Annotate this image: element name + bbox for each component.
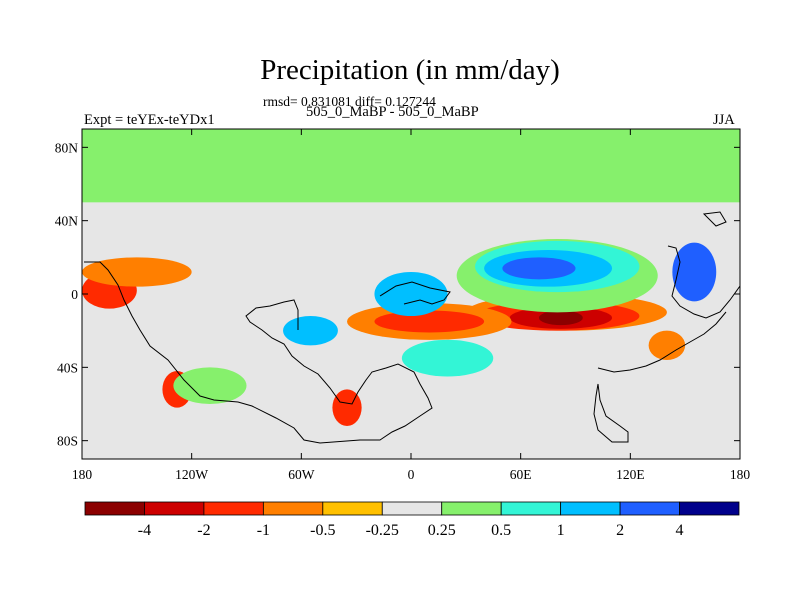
colorbar-swatch [262, 501, 324, 516]
colorbar-label: -2 [197, 522, 210, 539]
colorbar-swatch [144, 501, 205, 516]
anomaly-patch [374, 272, 448, 316]
anomaly-patch [82, 257, 192, 287]
x-tick-label: 180 [72, 467, 93, 482]
colorbar-label: -1 [257, 522, 270, 539]
colorbar-label: -0.25 [366, 522, 399, 539]
x-tick-label: 180 [730, 467, 751, 482]
colorbar-label: 1 [557, 522, 565, 539]
anomaly-patch [538, 310, 583, 326]
colorbar-label: -0.5 [310, 522, 335, 539]
map-field [82, 129, 740, 459]
anomaly-patches [82, 238, 717, 426]
colorbar-swatch [84, 501, 145, 516]
x-tick-label: 120E [616, 467, 645, 482]
season-label: JJA [713, 112, 735, 128]
y-tick-label: 0 [71, 287, 78, 302]
anomaly-patch [332, 389, 362, 426]
coastlines [84, 211, 740, 444]
colorbar-swatch [441, 501, 502, 516]
page-title: Precipitation (in mm/day) [260, 54, 560, 86]
x-axis: 180 120W 60W 0 60E 120E 180 [72, 129, 751, 482]
x-tick-label: 120W [175, 467, 208, 482]
colorbar-label: 4 [676, 522, 684, 539]
anomaly-patch [672, 242, 717, 302]
anomaly-patch [502, 257, 576, 280]
anomaly-patch [173, 367, 247, 404]
anomaly-patch [283, 316, 338, 346]
anomaly-patch [401, 339, 494, 377]
colorbar-swatch [560, 501, 621, 516]
y-tick-label: 40N [55, 214, 79, 229]
runs-label: 505_0_MaBP - 505_0_MaBP [306, 104, 479, 120]
colorbar-swatch [500, 501, 562, 516]
colorbar-label: 0.25 [428, 522, 456, 539]
colorbar-swatch [679, 501, 740, 516]
colorbar-label: 2 [616, 522, 624, 539]
anomaly-patch [374, 310, 485, 333]
y-tick-label: 80N [55, 140, 79, 155]
colorbar-label: 0.5 [491, 522, 511, 539]
y-axis: 80N 40N 0 40S 80S [55, 140, 740, 449]
colorbar-label: -4 [138, 522, 151, 539]
y-tick-label: 80S [57, 434, 78, 449]
x-tick-label: 0 [408, 467, 415, 482]
x-tick-label: 60E [510, 467, 532, 482]
colorbar: -4 -2 -1 -0.5 -0.25 0.25 0.5 1 2 4 [84, 501, 740, 539]
y-tick-label: 40S [57, 360, 78, 375]
stats-text: rmsd= 0.831081 diff= 0.127244 [263, 94, 436, 109]
experiment-label: Expt = teYEx-teYDx1 [84, 112, 215, 128]
colorbar-swatch [381, 501, 443, 516]
colorbar-swatch [203, 501, 264, 516]
north-green-band [82, 129, 740, 203]
colorbar-swatch [619, 501, 680, 516]
x-tick-label: 60W [288, 467, 315, 482]
anomaly-patch [648, 330, 686, 361]
colorbar-swatch [322, 501, 383, 516]
